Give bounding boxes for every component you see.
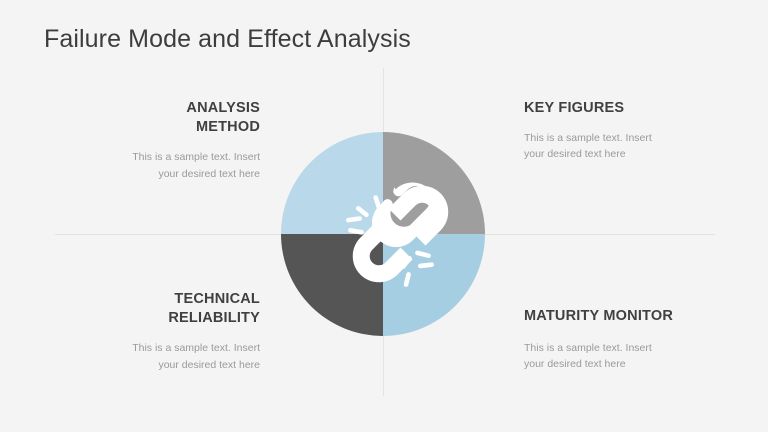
quadrant-title-key-figures: KEY FIGURES bbox=[524, 99, 734, 118]
quadrant-body-line1: This is a sample text. Insert bbox=[132, 151, 260, 164]
quadrant-key-figures[interactable]: KEY FIGURES This is a sample text. Inser… bbox=[524, 99, 734, 163]
quadrant-title-line1: KEY FIGURES bbox=[524, 100, 625, 116]
quadrant-body-technical-reliability: This is a sample text. Insert your desir… bbox=[50, 340, 260, 373]
quadrant-analysis-method[interactable]: ANALYSIS METHOD This is a sample text. I… bbox=[50, 99, 260, 182]
quadrant-title-analysis-method: ANALYSIS METHOD bbox=[50, 99, 260, 137]
burst-marks-upper-left bbox=[346, 195, 382, 235]
circle-segment-top-left[interactable] bbox=[281, 132, 383, 234]
quadrant-body-line1: This is a sample text. Insert bbox=[524, 132, 652, 145]
quadrant-title-line2: RELIABILITY bbox=[168, 310, 260, 327]
quadrant-title-line1: TECHNICAL bbox=[174, 291, 260, 307]
quadrant-title-line1: MATURITY MONITOR bbox=[524, 308, 673, 324]
quadrant-title-line2: METHOD bbox=[195, 119, 260, 136]
quadrant-body-analysis-method: This is a sample text. Insert your desir… bbox=[50, 149, 260, 182]
quadrant-body-line2: your desired text here bbox=[524, 148, 626, 161]
quadrant-body-line1: This is a sample text. Insert bbox=[524, 342, 652, 355]
quadrant-title-maturity-monitor: MATURITY MONITOR bbox=[524, 307, 734, 326]
burst-marks-lower-right bbox=[400, 250, 434, 287]
quadrant-body-line2: your desired text here bbox=[158, 358, 260, 371]
circle-diagram bbox=[281, 132, 485, 336]
quadrant-technical-reliability[interactable]: TECHNICAL RELIABILITY This is a sample t… bbox=[50, 290, 260, 373]
quadrant-title-line1: ANALYSIS bbox=[186, 100, 260, 116]
broken-chain-link-icon bbox=[346, 182, 449, 287]
quadrant-body-maturity-monitor: This is a sample text. Insert your desir… bbox=[524, 340, 734, 373]
quadrant-body-line2: your desired text here bbox=[158, 167, 260, 180]
quadrant-body-line2: your desired text here bbox=[524, 358, 626, 371]
page-title: Failure Mode and Effect Analysis bbox=[44, 25, 411, 53]
quadrant-maturity-monitor[interactable]: MATURITY MONITOR This is a sample text. … bbox=[524, 307, 734, 373]
quadrant-body-key-figures: This is a sample text. Insert your desir… bbox=[524, 130, 734, 163]
quadrant-body-line1: This is a sample text. Insert bbox=[132, 342, 260, 355]
quadrant-title-technical-reliability: TECHNICAL RELIABILITY bbox=[50, 290, 260, 328]
